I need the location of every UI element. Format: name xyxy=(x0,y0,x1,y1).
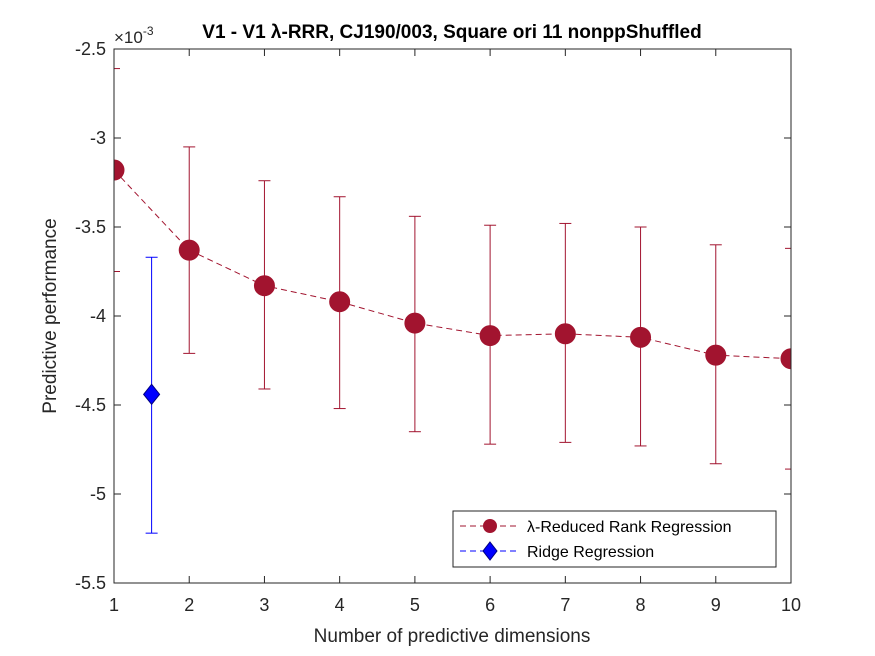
axes: 1 2 3 4 5 6 7 8 9 10 -5.5 -5 -4.5 -4 -3.5 -3 -2.5 xyxy=(75,39,801,615)
chart-title: V1 - V1 λ-RRR, CJ190/003, Square ori 11 … xyxy=(202,22,701,43)
exponent-base: ×10 xyxy=(114,28,143,47)
y-tick-label: -5.5 xyxy=(75,573,106,593)
exponent-power: -3 xyxy=(143,24,154,38)
x-tick-label: 7 xyxy=(560,595,570,615)
legend-label-rrr: λ-Reduced Rank Regression xyxy=(527,519,732,536)
plot-frame xyxy=(113,48,792,584)
legend-box xyxy=(452,510,777,568)
x-axis-label: Number of predictive dimensions xyxy=(314,626,591,647)
data-point xyxy=(253,275,275,297)
data-point xyxy=(630,326,652,348)
y-axis-exponent: ×10-3 xyxy=(114,24,154,47)
data-point xyxy=(329,291,351,313)
x-tick-label: 4 xyxy=(335,595,345,615)
x-tick-label: 5 xyxy=(410,595,420,615)
legend-marker-rrr xyxy=(483,519,497,533)
data-point xyxy=(479,325,501,347)
data-point xyxy=(114,159,125,181)
data-point xyxy=(705,344,727,366)
y-tick-label: -2.5 xyxy=(75,39,106,59)
legend: λ-Reduced Rank Regression Ridge Regressi… xyxy=(452,510,777,568)
legend-label-ridge: Ridge Regression xyxy=(527,544,654,561)
series-line xyxy=(114,169,791,360)
x-tick-label: 6 xyxy=(485,595,495,615)
y-axis-label: Predictive performance xyxy=(40,218,61,413)
x-tick-label: 1 xyxy=(109,595,119,615)
data-layer xyxy=(114,68,791,534)
x-tick-label: 10 xyxy=(781,595,801,615)
data-point xyxy=(780,348,791,370)
data-point xyxy=(142,383,161,406)
x-tick-label: 9 xyxy=(711,595,721,615)
data-point xyxy=(554,323,576,345)
series-0 xyxy=(114,68,791,470)
y-tick-label: -4 xyxy=(90,306,106,326)
x-tick-label: 3 xyxy=(259,595,269,615)
x-tick-label: 2 xyxy=(184,595,194,615)
data-point xyxy=(178,239,200,261)
x-tick-label: 8 xyxy=(636,595,646,615)
plot-area xyxy=(114,49,791,583)
y-tick-label: -5 xyxy=(90,484,106,504)
y-tick-label: -4.5 xyxy=(75,395,106,415)
y-tick-label: -3 xyxy=(90,128,106,148)
legend-marker-ridge xyxy=(482,541,498,561)
series-1 xyxy=(142,256,161,534)
data-point xyxy=(404,312,426,334)
y-tick-label: -3.5 xyxy=(75,217,106,237)
